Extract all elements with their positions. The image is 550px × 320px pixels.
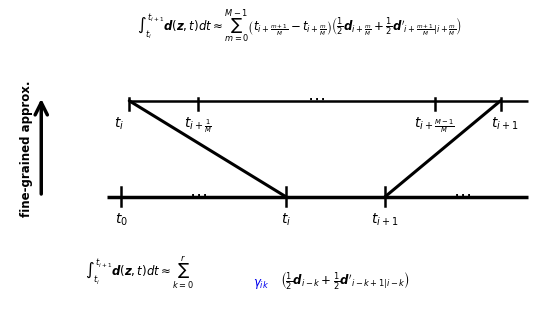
Text: $\int_{t_i}^{t_{i+1}} \boldsymbol{d}(\boldsymbol{z},t)dt \approx \sum_{k=0}^{r}$: $\int_{t_i}^{t_{i+1}} \boldsymbol{d}(\bo… xyxy=(85,255,194,291)
Text: $t_{i+\frac{1}{M}}$: $t_{i+\frac{1}{M}}$ xyxy=(184,115,212,135)
Text: $t_i$: $t_i$ xyxy=(281,211,291,228)
Text: $t_0$: $t_0$ xyxy=(114,211,128,228)
Text: $\cdots$: $\cdots$ xyxy=(307,90,325,108)
Text: $t_i$: $t_i$ xyxy=(114,115,124,132)
Text: $\cdots$: $\cdots$ xyxy=(189,186,207,204)
Text: $t_{i+1}$: $t_{i+1}$ xyxy=(491,115,519,132)
Text: $\int_{t_i}^{t_{i+1}} \boldsymbol{d}(\boldsymbol{z},t)dt \approx \sum_{m=0}^{M-1: $\int_{t_i}^{t_{i+1}} \boldsymbol{d}(\bo… xyxy=(138,8,462,45)
Text: $\cdots$: $\cdots$ xyxy=(453,186,471,204)
Text: $t_{i+\frac{M-1}{M}}$: $t_{i+\frac{M-1}{M}}$ xyxy=(414,115,455,135)
Text: fine-grained approx.: fine-grained approx. xyxy=(20,81,33,217)
Text: $\left(\frac{1}{2}\boldsymbol{d}_{i-k} + \frac{1}{2}\boldsymbol{d}'_{i-k+1|i-k}\: $\left(\frac{1}{2}\boldsymbol{d}_{i-k} +… xyxy=(280,270,410,291)
Text: $t_{i+1}$: $t_{i+1}$ xyxy=(371,211,399,228)
Text: $\gamma_{ik}$: $\gamma_{ik}$ xyxy=(253,277,270,291)
